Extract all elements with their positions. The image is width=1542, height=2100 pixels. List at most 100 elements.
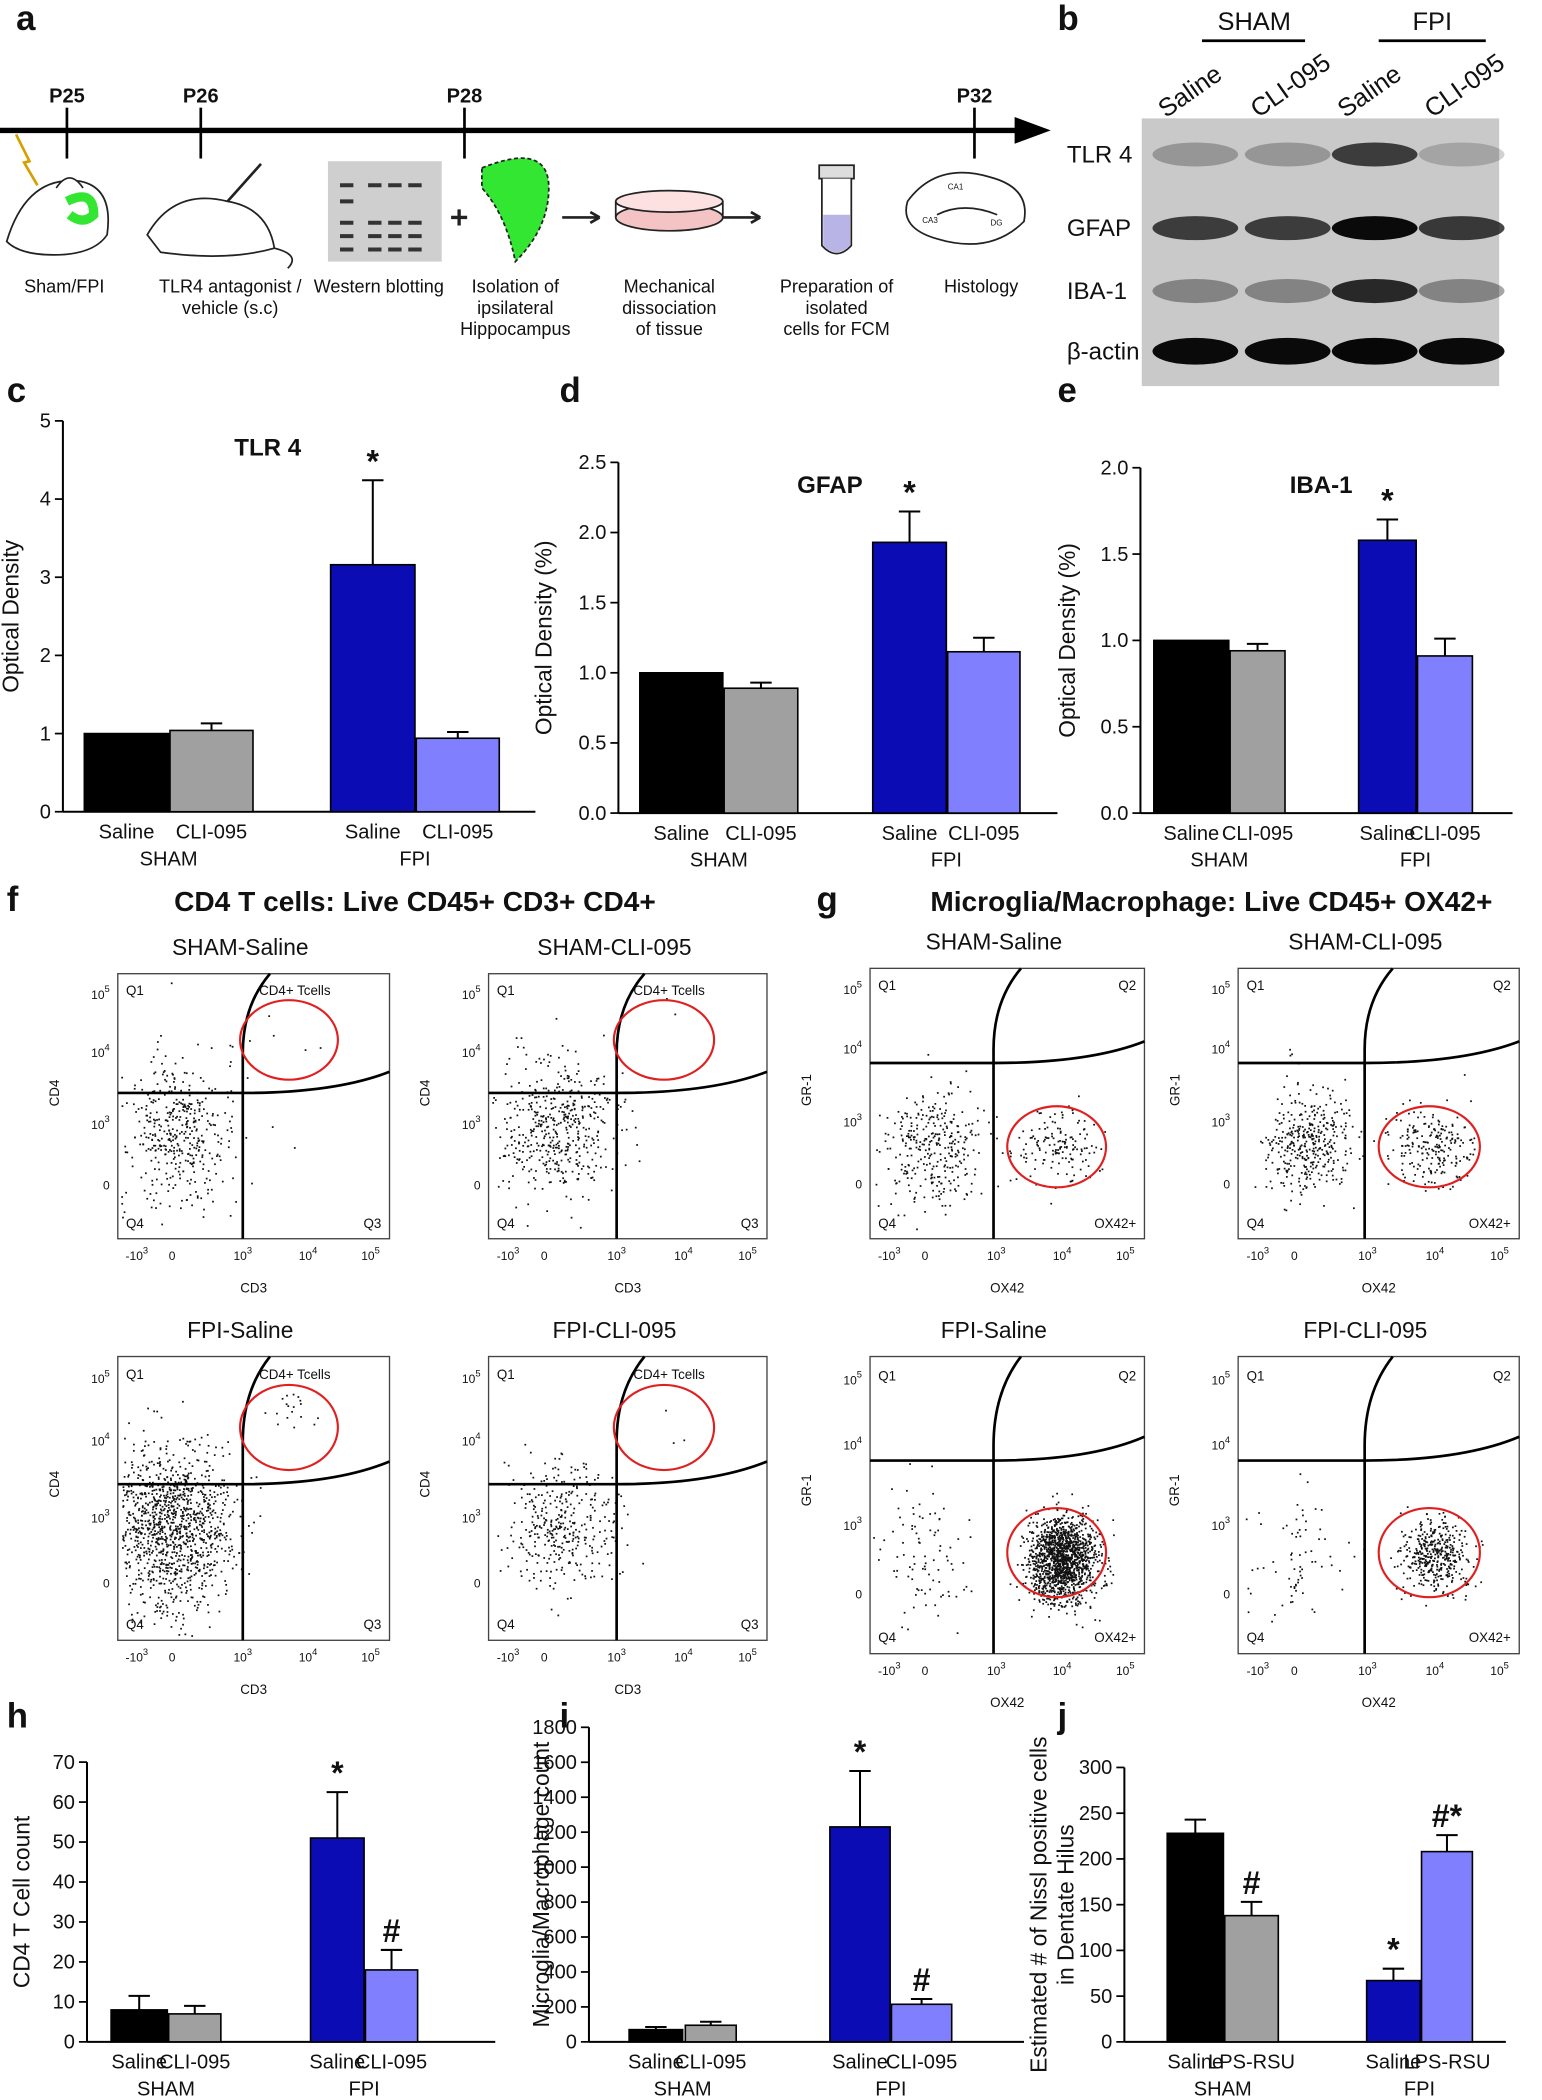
event-dot: [135, 1558, 138, 1561]
event-dot: [950, 1148, 953, 1151]
event-dot: [176, 1129, 178, 1132]
event-dot: [171, 1522, 174, 1524]
event-dot: [935, 1142, 938, 1144]
event-dot: [149, 1193, 152, 1195]
event-dot: [205, 1572, 208, 1574]
flow-tick-label: 104: [1426, 1245, 1445, 1263]
event-dot: [924, 1592, 927, 1595]
event-dot: [161, 1518, 164, 1521]
event-dot: [1036, 1110, 1039, 1113]
event-dot: [530, 1134, 533, 1137]
event-dot: [1085, 1589, 1088, 1592]
event-dot: [214, 1512, 217, 1514]
event-dot: [1289, 1054, 1292, 1057]
event-dot: [162, 1610, 165, 1613]
event-dot: [199, 1537, 202, 1540]
event-dot: [181, 1535, 184, 1538]
flow-tick-label: 0: [1291, 1249, 1298, 1263]
event-dot: [126, 1519, 128, 1522]
event-dot: [217, 1594, 220, 1597]
event-dot: [183, 1498, 186, 1501]
event-dot: [300, 1416, 302, 1418]
event-dot: [222, 1491, 225, 1494]
event-dot: [223, 1560, 226, 1562]
event-dot: [192, 1157, 195, 1160]
event-dot: [206, 1120, 209, 1122]
event-dot: [1052, 1149, 1054, 1152]
event-dot: [974, 1134, 977, 1137]
event-dot: [1322, 1125, 1325, 1127]
event-dot: [235, 1201, 237, 1203]
event-dot: [161, 1223, 164, 1226]
event-dot: [1093, 1151, 1096, 1154]
y-tick-label: 300: [1079, 1757, 1112, 1779]
event-dot: [1077, 1539, 1080, 1542]
event-dot: [877, 1559, 880, 1561]
event-dot: [175, 1572, 177, 1575]
event-dot: [525, 1068, 527, 1070]
event-dot: [1296, 1129, 1299, 1132]
event-dot: [186, 1475, 189, 1478]
event-dot: [904, 1165, 907, 1168]
event-dot: [194, 1120, 197, 1123]
event-dot: [971, 1122, 974, 1125]
event-dot: [943, 1115, 946, 1118]
event-dot: [907, 1135, 910, 1137]
event-dot: [180, 1481, 183, 1484]
event-dot: [207, 1611, 210, 1614]
event-dot: [1066, 1574, 1069, 1577]
flow-tick-label: 105: [91, 1369, 110, 1387]
event-dot: [170, 1556, 173, 1558]
event-dot: [172, 1541, 175, 1544]
event-dot: [202, 1141, 205, 1144]
event-dot: [166, 1495, 169, 1498]
blot-band: [1418, 279, 1505, 304]
event-dot: [137, 1519, 140, 1522]
event-dot: [124, 1533, 127, 1536]
event-dot: [561, 1089, 564, 1091]
event-dot: [493, 1097, 495, 1099]
event-dot: [178, 1119, 181, 1121]
event-dot: [1061, 1116, 1064, 1119]
event-dot: [580, 1499, 583, 1501]
event-dot: [145, 1552, 148, 1555]
event-dot: [1402, 1173, 1405, 1176]
event-dot: [562, 1172, 564, 1175]
event-dot: [945, 1160, 948, 1163]
event-dot: [1079, 1153, 1082, 1156]
event-dot: [902, 1117, 904, 1120]
event-dot: [548, 1530, 551, 1533]
event-dot: [1066, 1585, 1069, 1588]
event-dot: [528, 1500, 531, 1503]
event-dot: [158, 1520, 161, 1523]
event-dot: [574, 1050, 577, 1053]
event-dot: [170, 1090, 173, 1093]
event-dot: [216, 1535, 218, 1537]
event-dot: [1278, 1112, 1281, 1114]
event-dot: [1269, 1180, 1272, 1183]
event-dot: [187, 1555, 190, 1558]
event-dot: [1066, 1145, 1068, 1148]
y-tick-label: 60: [53, 1792, 75, 1814]
event-dot: [173, 1108, 175, 1110]
event-dot: [164, 1591, 167, 1594]
event-dot: [1075, 1604, 1077, 1606]
event-dot: [597, 1131, 599, 1134]
event-dot: [964, 1168, 967, 1170]
event-dot: [208, 1537, 211, 1540]
event-dot: [1009, 1583, 1012, 1586]
event-dot: [557, 1167, 560, 1170]
event-dot: [160, 1617, 163, 1620]
event-dot: [151, 1511, 154, 1514]
event-dot: [1438, 1144, 1440, 1147]
event-dot: [159, 1489, 162, 1492]
event-dot: [930, 1181, 933, 1184]
event-dot: [577, 1132, 579, 1135]
event-dot: [602, 1083, 605, 1085]
event-dot: [970, 1590, 973, 1593]
gate-line: [870, 1040, 1145, 1065]
tick-base: 10: [987, 1249, 1001, 1263]
event-dot: [504, 1147, 507, 1150]
event-dot: [147, 1578, 150, 1581]
event-dot: [1100, 1554, 1103, 1557]
